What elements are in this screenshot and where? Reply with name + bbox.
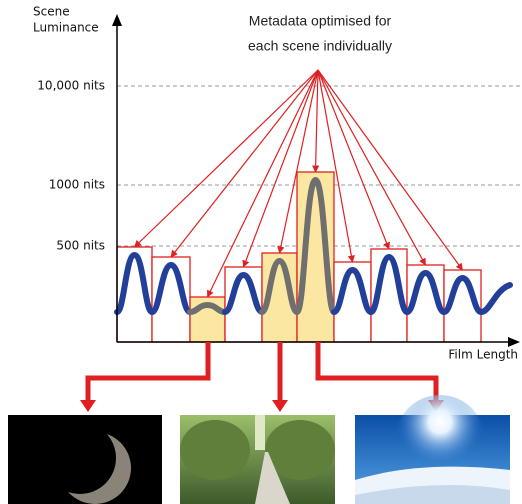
scene-pointers	[85, 342, 439, 402]
wave-segment	[404, 269, 447, 315]
metadata-arrow	[242, 69, 319, 268]
wave-segment	[294, 176, 337, 315]
wave-segment	[187, 301, 228, 315]
luminance-wave	[114, 176, 513, 315]
annotation: each scene individually	[248, 38, 392, 54]
wave-segment	[441, 274, 484, 315]
wave-segment	[222, 271, 265, 315]
pointer-heads	[80, 400, 444, 412]
metadata-arrow	[133, 69, 319, 248]
metadata-arrow	[317, 69, 355, 263]
wave-segment	[478, 282, 513, 315]
wave-segment	[259, 257, 300, 315]
metadata-arrows	[133, 69, 463, 298]
bright-image	[355, 395, 510, 504]
metadata-arrow	[277, 69, 319, 254]
metadata-arrow	[317, 69, 427, 266]
y-axis-label: Luminance	[33, 21, 99, 35]
x-axis-label: Film Length	[448, 348, 518, 362]
level-label: 1000 nits	[49, 178, 105, 192]
wave-segment	[149, 261, 193, 315]
y-axis-label: Scene	[33, 5, 70, 19]
wave-segment	[114, 251, 155, 315]
metadata-arrow	[170, 69, 319, 258]
metadata-arrow	[206, 69, 319, 298]
night-image	[8, 415, 162, 504]
annotation: Metadata optimised for	[249, 13, 392, 29]
level-label: 10,000 nits	[37, 79, 105, 93]
wave-segment	[331, 266, 374, 315]
axis-arrow	[508, 337, 520, 347]
axis-arrow	[112, 14, 122, 26]
metadata-arrow	[317, 69, 390, 250]
wave-segment	[368, 253, 410, 315]
metadata-arrow	[317, 69, 463, 271]
day-image	[180, 415, 335, 504]
metadata-arrow	[312, 69, 320, 173]
level-label: 500 nits	[56, 239, 105, 253]
